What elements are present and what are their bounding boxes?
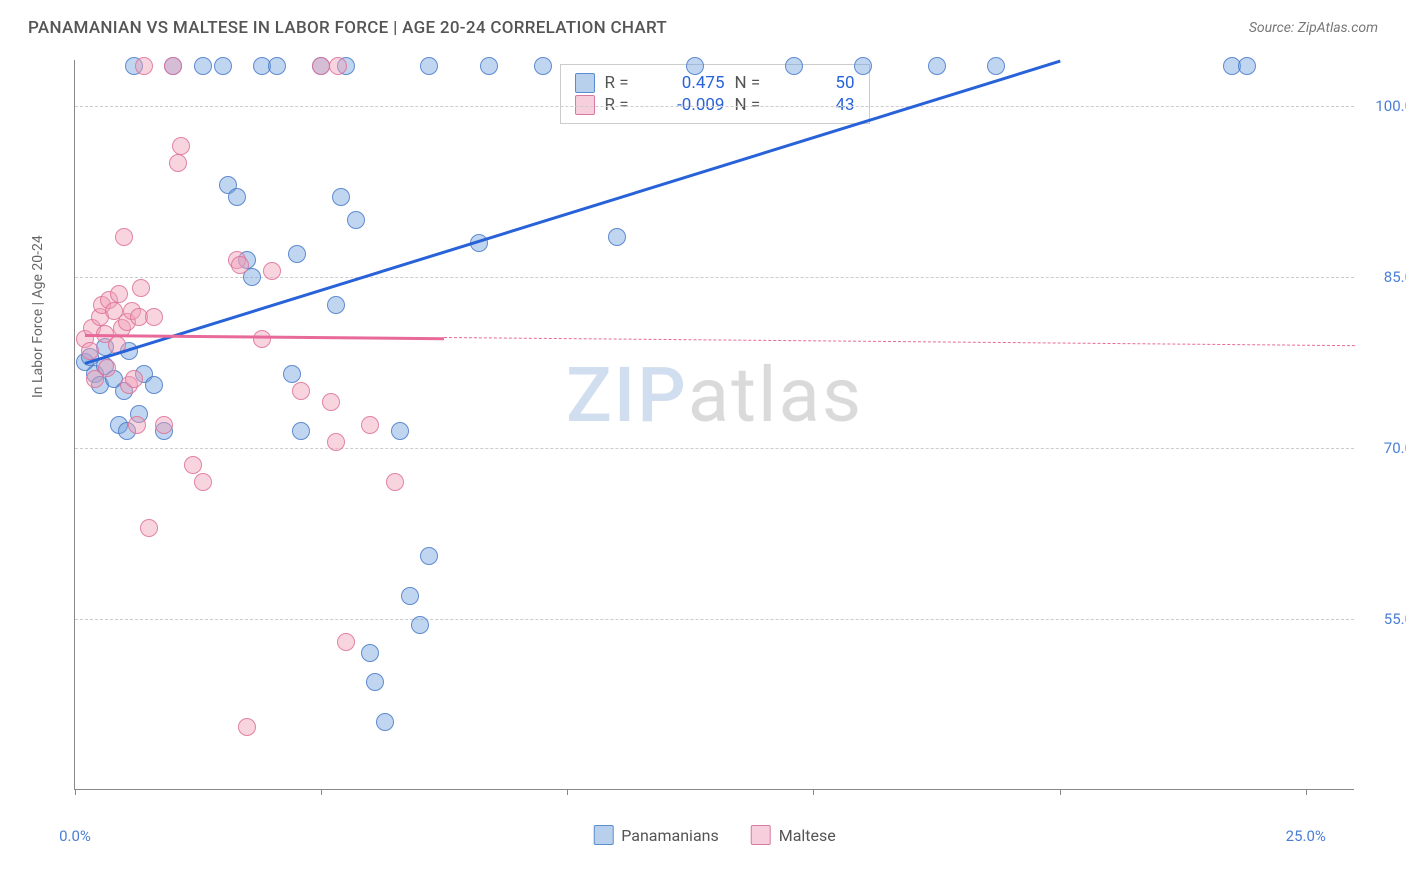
y-tick-label: 55.0%: [1384, 610, 1406, 628]
x-tick: [567, 789, 568, 795]
scatter-point: [140, 519, 158, 537]
scatter-point: [184, 456, 202, 474]
legend-row-blue: R = 0.475 N = 50: [575, 73, 855, 93]
bottom-legend-label: Panamanians: [621, 826, 719, 845]
legend-n-value-blue: 50: [785, 73, 855, 93]
bottom-legend-item: Maltese: [751, 825, 836, 845]
scatter-point: [391, 422, 409, 440]
y-tick-label: 85.0%: [1384, 268, 1406, 286]
scatter-point: [169, 154, 187, 172]
swatch-blue-icon: [575, 73, 595, 93]
scatter-point: [608, 228, 626, 246]
scatter-point: [361, 416, 379, 434]
swatch-pink-icon: [751, 825, 771, 845]
scatter-point: [98, 359, 116, 377]
scatter-point: [854, 57, 872, 75]
chart-title: PANAMANIAN VS MALTESE IN LABOR FORCE | A…: [28, 18, 667, 38]
scatter-point: [292, 422, 310, 440]
chart-container: In Labor Force | Age 20-24 ZIPatlas R = …: [48, 60, 1378, 820]
scatter-point: [155, 416, 173, 434]
scatter-point: [420, 57, 438, 75]
scatter-point: [401, 587, 419, 605]
scatter-point: [115, 228, 133, 246]
scatter-point: [686, 57, 704, 75]
bottom-legend-item: Panamanians: [593, 825, 719, 845]
scatter-point: [194, 473, 212, 491]
scatter-point: [238, 718, 256, 736]
scatter-point: [534, 57, 552, 75]
scatter-point: [312, 57, 330, 75]
plot-area: ZIPatlas R = 0.475 N = 50 R = -0.009 N =…: [74, 60, 1354, 790]
x-tick: [321, 789, 322, 795]
x-tick: [75, 789, 76, 795]
legend-n-label: N =: [735, 73, 775, 93]
scatter-point: [327, 296, 345, 314]
gridline: [75, 448, 1354, 449]
x-tick-label: 0.0%: [59, 827, 91, 845]
bottom-legend: Panamanians Maltese: [593, 825, 836, 845]
scatter-point: [987, 57, 1005, 75]
scatter-point: [164, 57, 182, 75]
scatter-point: [288, 245, 306, 263]
scatter-point: [125, 370, 143, 388]
scatter-point: [268, 57, 286, 75]
scatter-point: [145, 376, 163, 394]
scatter-point: [420, 547, 438, 565]
scatter-point: [327, 433, 345, 451]
scatter-point: [263, 262, 281, 280]
scatter-point: [253, 330, 271, 348]
x-tick: [1306, 789, 1307, 795]
source-label: Source: ZipAtlas.com: [1249, 20, 1378, 36]
scatter-point: [322, 393, 340, 411]
scatter-point: [329, 57, 347, 75]
scatter-point: [172, 137, 190, 155]
scatter-point: [135, 57, 153, 75]
scatter-point: [366, 673, 384, 691]
scatter-point: [194, 57, 212, 75]
scatter-point: [283, 365, 301, 383]
scatter-point: [361, 644, 379, 662]
watermark-atlas: atlas: [688, 350, 863, 440]
bottom-legend-label: Maltese: [779, 826, 836, 845]
scatter-point: [376, 713, 394, 731]
scatter-point: [1238, 57, 1256, 75]
scatter-point: [145, 308, 163, 326]
y-tick-label: 100.0%: [1375, 97, 1406, 115]
scatter-point: [214, 57, 232, 75]
legend-r-value-blue: 0.475: [655, 73, 725, 93]
gridline: [75, 106, 1354, 107]
scatter-point: [386, 473, 404, 491]
scatter-point: [332, 188, 350, 206]
trendline: [444, 337, 1355, 346]
scatter-point: [480, 57, 498, 75]
watermark-zip: ZIP: [566, 350, 688, 440]
scatter-point: [785, 57, 803, 75]
scatter-point: [81, 342, 99, 360]
scatter-point: [128, 416, 146, 434]
swatch-blue-icon: [593, 825, 613, 845]
scatter-point: [110, 285, 128, 303]
y-tick-label: 70.0%: [1384, 439, 1406, 457]
x-tick-label: 25.0%: [1286, 827, 1326, 845]
gridline: [75, 619, 1354, 620]
legend-r-label: R =: [605, 73, 645, 93]
scatter-point: [337, 633, 355, 651]
scatter-point: [347, 211, 365, 229]
legend-box: R = 0.475 N = 50 R = -0.009 N = 43: [560, 64, 870, 124]
scatter-point: [928, 57, 946, 75]
scatter-point: [231, 256, 249, 274]
scatter-point: [411, 616, 429, 634]
watermark: ZIPatlas: [566, 350, 863, 440]
x-tick: [813, 789, 814, 795]
scatter-point: [132, 279, 150, 297]
x-tick: [1060, 789, 1061, 795]
y-axis-label: In Labor Force | Age 20-24: [30, 235, 46, 398]
scatter-point: [292, 382, 310, 400]
scatter-point: [228, 188, 246, 206]
